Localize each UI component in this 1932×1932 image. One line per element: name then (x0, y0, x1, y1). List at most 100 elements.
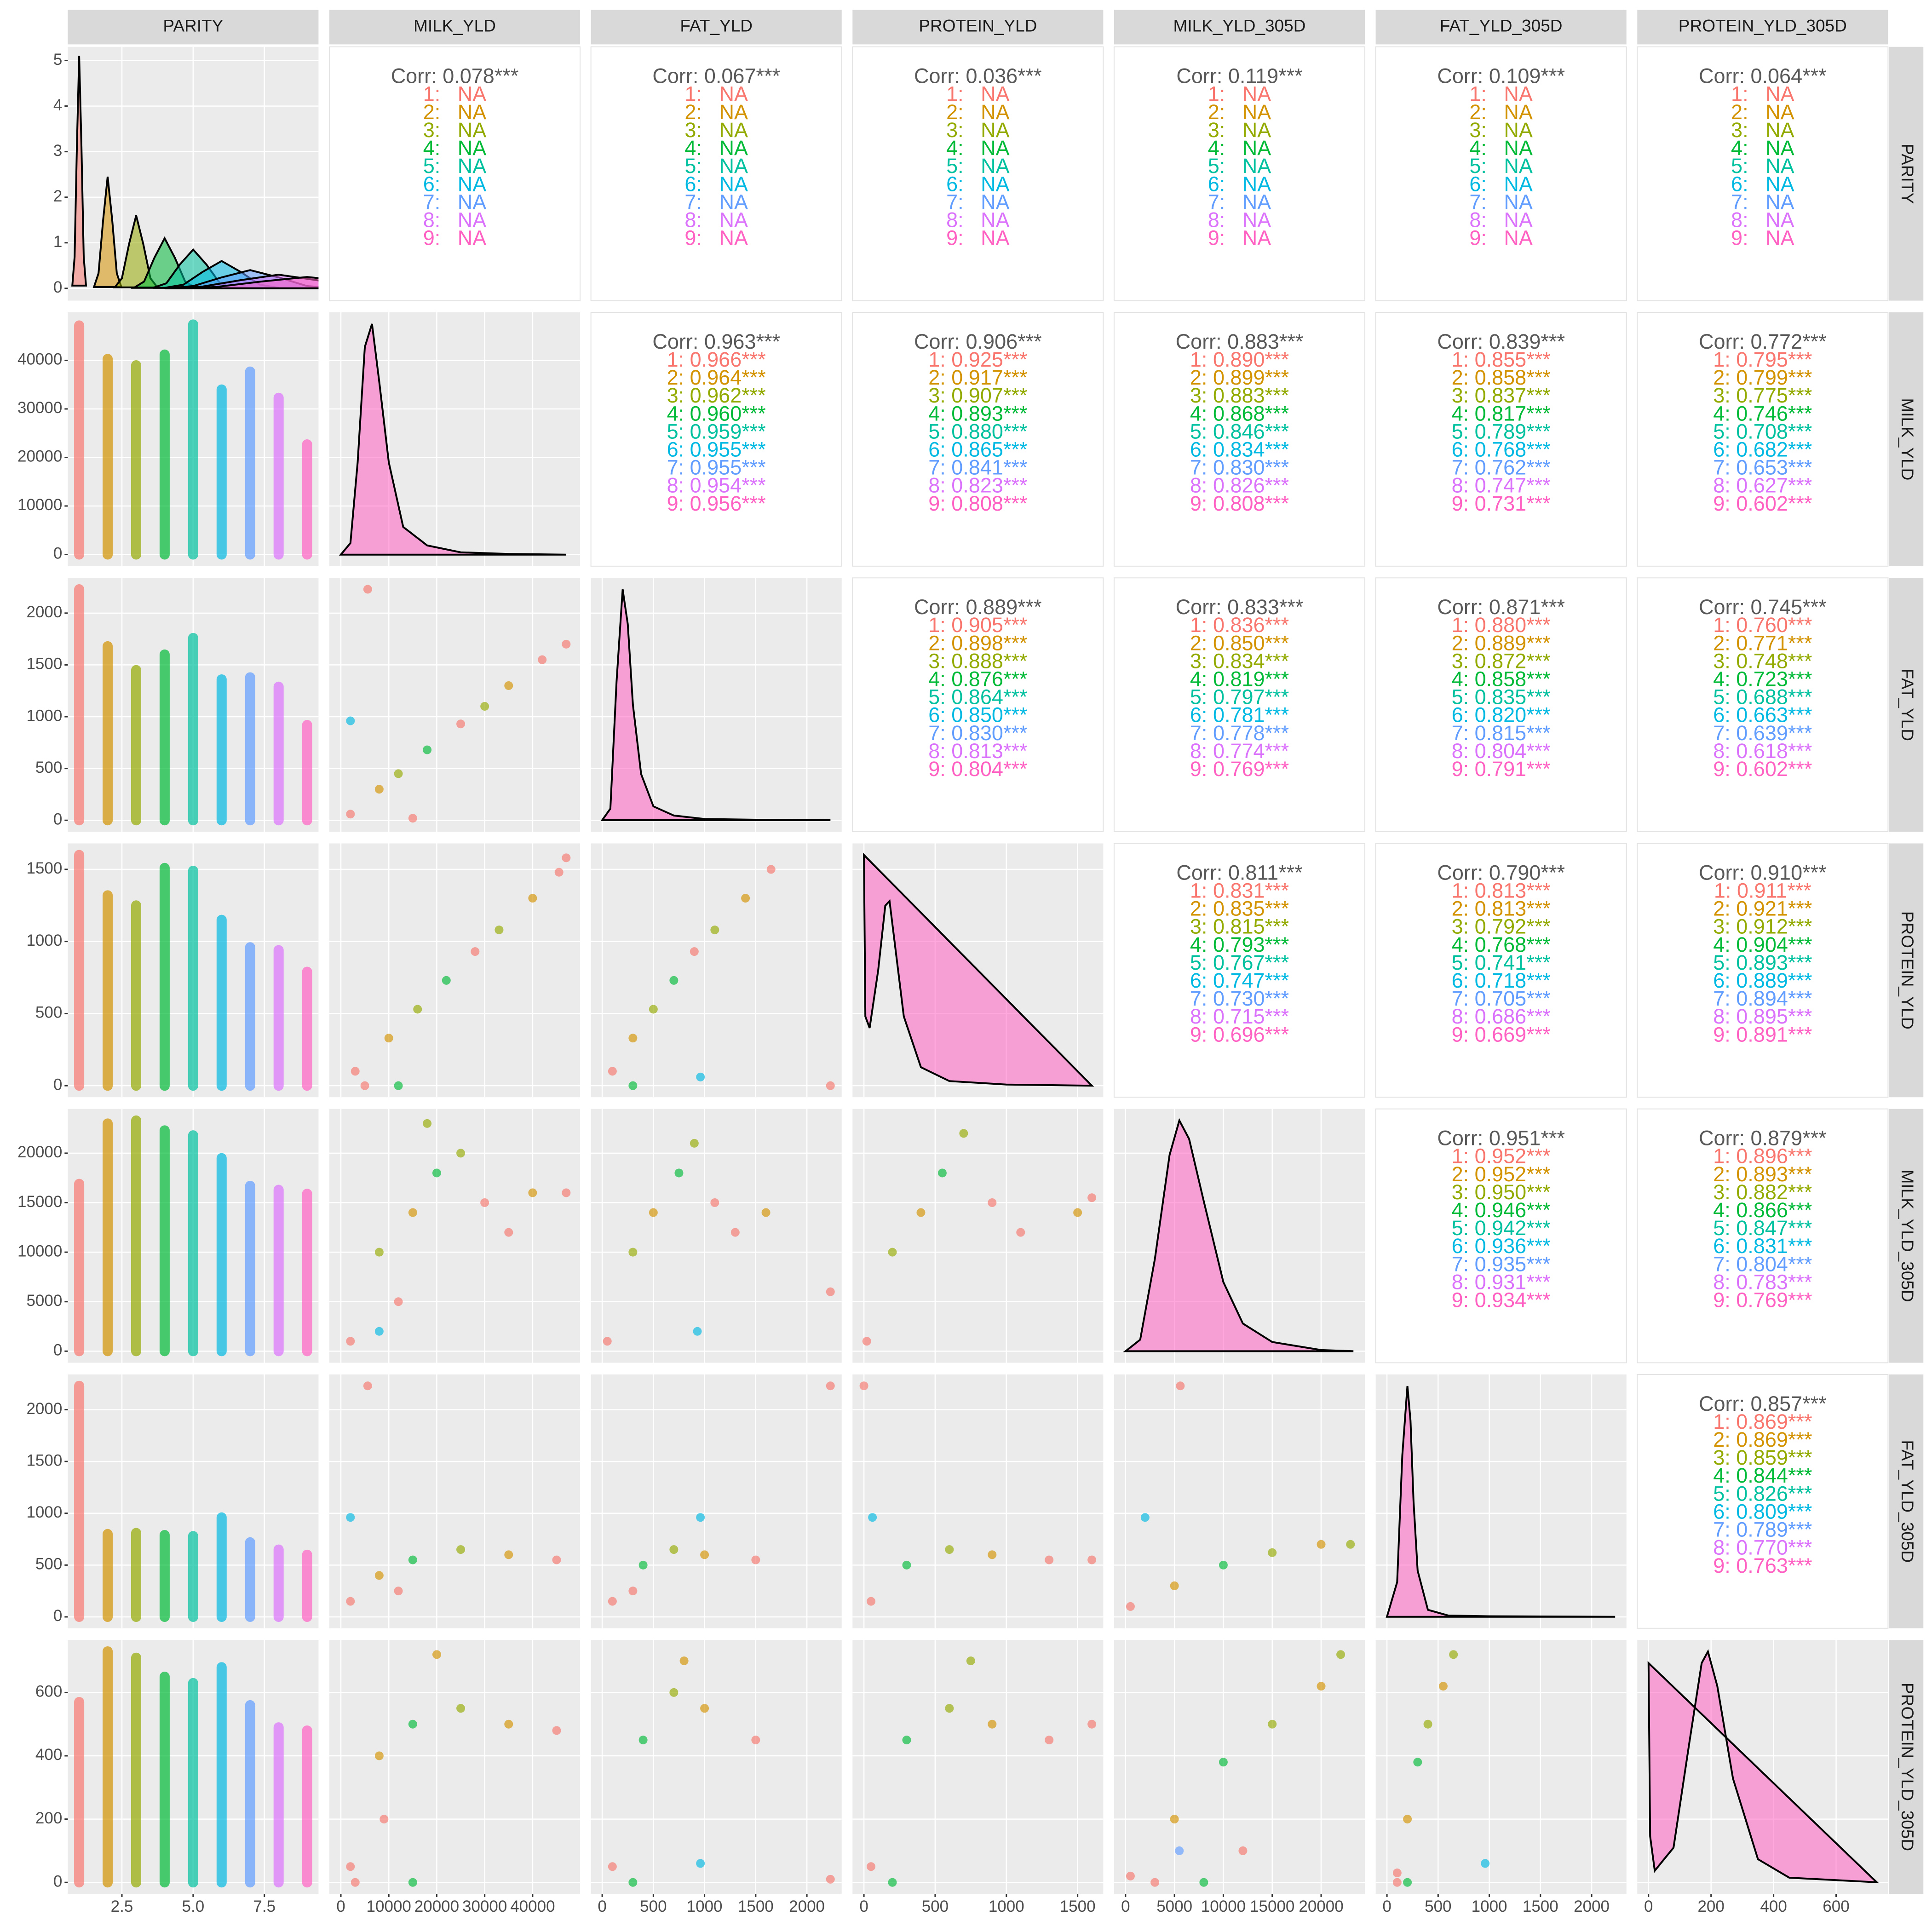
group-correlation: 2: 0.921*** (1713, 897, 1812, 920)
group-correlation: 1: 0.795*** (1713, 348, 1812, 371)
point (456, 1545, 466, 1554)
group-correlation: 9: NA (1731, 226, 1794, 250)
strip-range (302, 1725, 312, 1888)
y-tick-label: 0 (53, 278, 62, 296)
strip (1889, 843, 1924, 1098)
panel (852, 1109, 1104, 1363)
panel-content (329, 1640, 581, 1894)
group-correlation: 2: 0.917*** (928, 366, 1027, 389)
panel-content (1375, 1640, 1627, 1894)
density (339, 323, 566, 556)
point (1449, 1650, 1458, 1659)
point (374, 785, 384, 794)
point (1423, 1719, 1432, 1729)
group-correlation: 6: 0.781*** (1190, 703, 1289, 727)
correlation: Corr: 0.963*** (652, 330, 780, 353)
group-correlation: 3: 0.883*** (1190, 384, 1289, 407)
point (826, 1287, 835, 1296)
strip-range (245, 1180, 255, 1357)
group-correlation: 5: 0.826*** (1713, 1482, 1812, 1505)
point (380, 1815, 389, 1824)
y-tick-label: 4 (53, 96, 62, 114)
point (696, 1513, 705, 1522)
point (988, 1719, 997, 1729)
point (937, 1168, 947, 1178)
group-correlation: 8: 0.715*** (1190, 1005, 1289, 1028)
density (1386, 1386, 1616, 1618)
point (766, 865, 776, 874)
density (600, 589, 831, 821)
group-correlation: 2: 0.835*** (1190, 897, 1289, 920)
strip-label: PARITY (1898, 144, 1917, 204)
group-correlation: 9: 0.808*** (928, 492, 1027, 515)
group-correlation: 3: NA (423, 118, 487, 142)
panel-content (329, 1374, 581, 1628)
strip-range (188, 866, 198, 1091)
point (494, 926, 504, 935)
panel (1375, 312, 1627, 567)
strip-range (216, 1662, 227, 1888)
group-correlation: 4: 0.960*** (667, 402, 766, 425)
point (1087, 1193, 1097, 1202)
group-correlation: 7: NA (684, 190, 748, 213)
point (1199, 1878, 1208, 1887)
correlation: Corr: 0.857*** (1699, 1392, 1827, 1415)
point (384, 1034, 393, 1043)
group-correlation: 5: 0.847*** (1713, 1216, 1812, 1240)
group-correlation: 6: NA (423, 172, 487, 196)
group-correlation: 7: 0.778*** (1190, 721, 1289, 745)
point (1219, 1560, 1228, 1570)
x-tick-label: 1500 (738, 1898, 774, 1915)
group-correlation: 5: NA (1208, 154, 1271, 178)
group-correlation: 2: 0.964*** (667, 366, 766, 389)
strip-label: FAT_YLD (680, 17, 753, 35)
panel (852, 46, 1104, 301)
group-correlation: 4: 0.858*** (1452, 667, 1551, 691)
group-correlation: 9: NA (684, 226, 748, 250)
x-tick-label: 1000 (1472, 1898, 1507, 1915)
group-correlation: 1: 0.896*** (1713, 1144, 1812, 1168)
group-correlation: 4: NA (946, 136, 1010, 160)
point (1268, 1548, 1277, 1557)
group-correlation: 8: 0.774*** (1190, 739, 1289, 763)
panel (329, 578, 581, 832)
point (552, 1726, 561, 1735)
group-correlation: 2: 0.850*** (1190, 631, 1289, 655)
group-correlation: 6: 0.809*** (1713, 1500, 1812, 1523)
point (1481, 1859, 1490, 1868)
point (552, 1555, 561, 1564)
group-correlation: 7: 0.841*** (928, 456, 1027, 479)
y-tick-label: 20000 (17, 448, 62, 466)
x-tick-label: 0 (598, 1898, 606, 1915)
y-tick-label: 500 (35, 1004, 62, 1022)
point (1140, 1513, 1150, 1522)
panel (591, 1109, 842, 1363)
point (1336, 1650, 1346, 1659)
correlation: Corr: 0.910*** (1699, 861, 1827, 884)
density (170, 276, 319, 289)
correlation: Corr: 0.811*** (1176, 861, 1302, 884)
group-correlation: 4: NA (423, 136, 487, 160)
strip-range (188, 1130, 198, 1357)
strip-label: MILK_YLD_305D (1173, 17, 1306, 35)
y-tick-label: 15000 (17, 1193, 62, 1211)
strip-label: PROTEIN_YLD_305D (1898, 1683, 1917, 1851)
point (504, 1550, 513, 1559)
panel (590, 46, 842, 301)
panel (1637, 577, 1889, 833)
strip (1889, 1374, 1924, 1628)
point (1317, 1682, 1326, 1691)
y-tick-label: 40000 (17, 351, 62, 368)
correlation: Corr: 0.906*** (914, 330, 1042, 353)
point (346, 1337, 355, 1346)
correlation: Corr: 0.078*** (391, 64, 519, 88)
group-correlation: 7: NA (1469, 190, 1533, 213)
group-correlation: 6: 0.718*** (1452, 969, 1551, 992)
strip-label: MILK_YLD (1898, 398, 1917, 480)
group-correlation: 2: 0.893*** (1713, 1162, 1812, 1186)
group-correlation: 8: NA (1469, 208, 1533, 231)
group-correlation: 7: 0.730*** (1190, 987, 1289, 1010)
y-tick-label: 30000 (17, 399, 62, 417)
point (363, 1381, 372, 1391)
